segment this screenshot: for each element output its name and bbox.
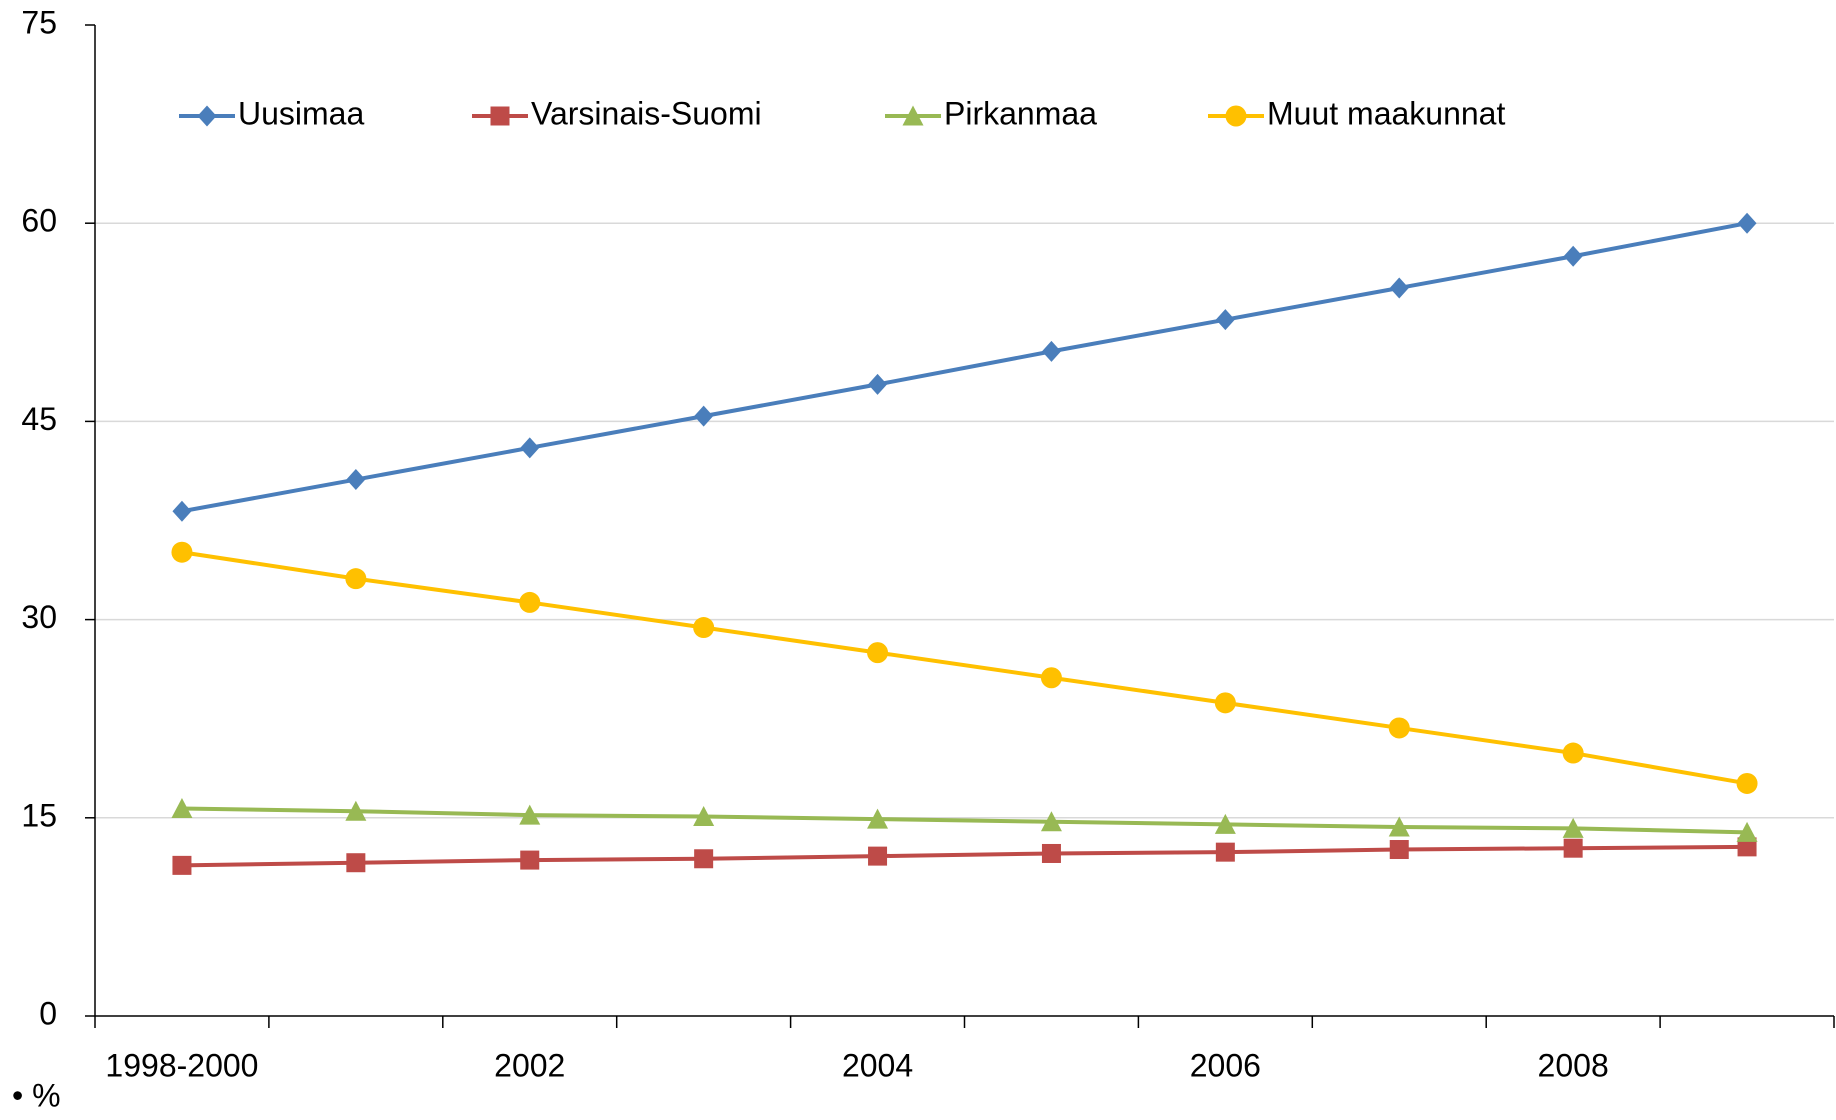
marker: [1214, 813, 1236, 834]
marker: [1040, 667, 1062, 689]
series-line: [181, 844, 1748, 868]
marker: [171, 798, 193, 819]
y-tick-label: 15: [21, 797, 57, 833]
marker: [867, 642, 889, 664]
x-tick-label: 2008: [1538, 1047, 1609, 1083]
marker: [868, 846, 888, 866]
marker: [171, 541, 193, 563]
marker: [172, 855, 192, 875]
marker: [520, 850, 540, 870]
marker: [519, 591, 541, 613]
marker: [902, 105, 924, 126]
x-tick-label: 2002: [494, 1047, 565, 1083]
marker: [490, 106, 510, 126]
marker: [1215, 842, 1235, 862]
marker: [693, 805, 715, 826]
marker: [1737, 212, 1757, 234]
marker: [345, 568, 367, 590]
marker: [1215, 309, 1235, 331]
x-tick-label: 1998-2000: [105, 1047, 258, 1083]
x-tick-label: 2004: [842, 1047, 913, 1083]
legend-label: Muut maakunnat: [1267, 95, 1505, 131]
series-line: [181, 221, 1748, 514]
marker: [1214, 692, 1236, 714]
marker: [346, 469, 366, 491]
marker: [1389, 277, 1409, 299]
marker: [694, 405, 714, 427]
marker: [1562, 742, 1584, 764]
legend-label: Pirkanmaa: [944, 95, 1097, 131]
series-line: [181, 550, 1748, 786]
marker: [1562, 817, 1584, 838]
marker: [345, 800, 367, 821]
y-tick-label: 60: [21, 203, 57, 239]
marker: [519, 804, 541, 825]
marker: [1041, 340, 1061, 362]
marker: [1389, 840, 1409, 860]
marker: [1388, 816, 1410, 837]
y-tick-label: 30: [21, 599, 57, 635]
series-line: [181, 806, 1748, 835]
marker: [1736, 821, 1758, 842]
marker: [868, 373, 888, 395]
marker: [1040, 811, 1062, 832]
marker: [197, 105, 217, 127]
y-axis-label: • %: [12, 1077, 61, 1113]
marker: [1736, 772, 1758, 794]
marker: [1041, 843, 1061, 863]
marker: [1563, 838, 1583, 858]
marker: [172, 500, 192, 522]
marker: [694, 849, 714, 869]
y-tick-label: 45: [21, 401, 57, 437]
marker: [1388, 717, 1410, 739]
marker: [1225, 105, 1247, 127]
legend-label: Uusimaa: [238, 95, 364, 131]
y-tick-label: 75: [21, 4, 57, 40]
marker: [346, 853, 366, 873]
marker: [1737, 837, 1757, 857]
marker: [1563, 245, 1583, 267]
x-tick-label: 2006: [1190, 1047, 1261, 1083]
marker: [520, 437, 540, 459]
marker: [693, 617, 715, 639]
y-tick-label: 0: [39, 995, 57, 1031]
marker: [867, 808, 889, 829]
legend-label: Varsinais-Suomi: [531, 95, 762, 131]
